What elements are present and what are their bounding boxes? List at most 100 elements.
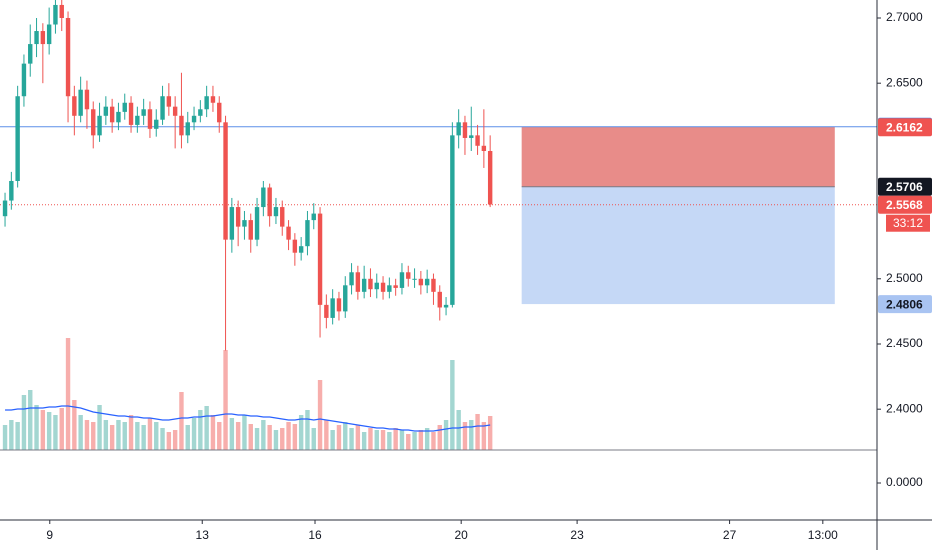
volume-bar — [380, 430, 386, 450]
candle-body — [298, 246, 304, 253]
volume-bar — [53, 415, 58, 450]
volume-bar — [179, 392, 184, 450]
candle-body — [40, 31, 46, 45]
candle-body — [242, 220, 247, 227]
volume-bar — [242, 415, 247, 450]
volume-bar — [393, 428, 398, 450]
target-zone — [521, 186, 835, 305]
volume-bar — [305, 410, 310, 450]
volume-bar — [437, 425, 442, 450]
candle-body — [65, 17, 71, 97]
volume-bar — [424, 428, 430, 450]
volume-bar — [361, 432, 367, 450]
candle-body — [450, 135, 455, 305]
volume-bar — [204, 406, 209, 450]
candle-body — [437, 291, 442, 308]
candle-body — [261, 187, 266, 208]
candle-body — [59, 4, 64, 18]
volume-bar — [229, 418, 235, 450]
volume-bar — [456, 410, 461, 450]
candle-body — [324, 304, 329, 318]
candle-body — [431, 278, 436, 292]
volume-bar — [40, 410, 46, 450]
axes: 2.7000 2.6500 2.5000 2.4500 2.4000 0.0000 9 13 1… — [46, 10, 932, 542]
x-tick-label: 13 — [196, 528, 210, 542]
volume-bar — [475, 414, 480, 450]
volume-bar — [317, 380, 323, 450]
candle-body — [198, 109, 203, 116]
volume-bar — [135, 422, 140, 450]
price-badge-label: 2.5706 — [886, 180, 923, 194]
volume-bar — [324, 420, 329, 450]
volume-bar — [298, 415, 304, 450]
candle-body — [166, 96, 172, 107]
volume-bar — [443, 420, 449, 450]
candle-body — [368, 278, 373, 290]
volume-bar — [84, 420, 90, 450]
candle-body — [46, 24, 52, 45]
candle-body — [361, 278, 367, 292]
candle-body — [204, 96, 209, 110]
volume-bar — [172, 430, 178, 450]
y-tick-label: 2.6500 — [886, 75, 923, 89]
candle-body — [229, 207, 235, 240]
candle-body — [317, 213, 323, 305]
volume-bar — [368, 428, 373, 450]
candle-body — [355, 272, 361, 292]
volume-bar — [248, 424, 253, 450]
y-tick-label: 2.4000 — [886, 401, 923, 415]
volume-bar — [185, 425, 190, 450]
candle-body — [399, 272, 405, 288]
volume-bar — [412, 432, 417, 450]
volume-bar — [46, 412, 52, 450]
candle-body — [78, 89, 83, 116]
price-badge-label: 2.4806 — [886, 297, 923, 311]
candle-body — [292, 239, 298, 253]
candle-body — [185, 122, 190, 136]
volume-bar — [406, 434, 411, 450]
candle-body — [387, 285, 392, 292]
volume-bar — [223, 350, 228, 450]
volume-bar — [103, 420, 109, 450]
volume-bar — [28, 390, 33, 450]
candle-body — [273, 207, 279, 217]
volume-bar — [343, 422, 348, 450]
candle-body — [286, 226, 291, 240]
candle-body — [160, 96, 165, 120]
volume-bar — [217, 422, 222, 450]
y-tick-label: 2.7000 — [886, 10, 923, 24]
candle-body — [343, 285, 348, 312]
candle-body — [154, 119, 159, 129]
candle-body — [141, 109, 146, 116]
volume-bar — [487, 416, 493, 450]
volume-bar — [21, 395, 27, 450]
candle-body — [248, 220, 253, 240]
candle-body — [424, 278, 430, 286]
x-tick-label: 20 — [455, 528, 469, 542]
candle-body — [475, 135, 480, 146]
price-badge — [878, 195, 932, 214]
candle-body — [109, 106, 115, 123]
candle-body — [9, 180, 14, 201]
candle-body — [235, 207, 241, 227]
x-tick-label: 13:00 — [808, 528, 838, 542]
candle-body — [28, 44, 33, 64]
candle-body — [128, 102, 134, 125]
candle-body — [147, 109, 153, 129]
candle-body — [191, 115, 197, 123]
candle-body — [443, 304, 449, 308]
volume-bar — [122, 422, 127, 450]
candle-body — [330, 298, 335, 318]
volume-bar — [450, 360, 455, 450]
candle-body — [336, 298, 342, 312]
candle-body — [223, 122, 228, 240]
lower-tick-label: 0.0000 — [886, 475, 923, 489]
y-tick-label: 2.5000 — [886, 271, 923, 285]
y-tick-label: 2.4500 — [886, 336, 923, 350]
candle-body — [53, 4, 58, 25]
candle-body — [456, 122, 461, 136]
volume-bar — [235, 422, 241, 450]
candle-body — [380, 282, 386, 292]
